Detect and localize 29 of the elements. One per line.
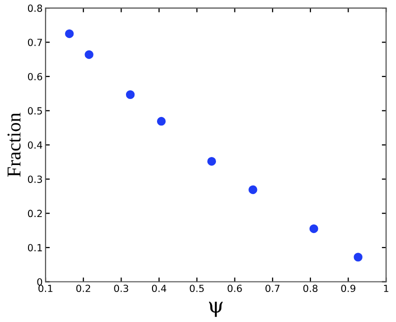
x-tick-label: 1 xyxy=(384,284,388,292)
y-tick-label: 0.4 xyxy=(28,141,42,149)
x-tick-label: 0.7 xyxy=(265,284,280,292)
x-tick-label: 0.4 xyxy=(152,284,166,292)
y-tick-label: 0.5 xyxy=(28,107,42,115)
point xyxy=(126,90,135,99)
point xyxy=(207,156,216,166)
y-tick-label: 0.2 xyxy=(28,210,42,218)
x-tick-label: 0.3 xyxy=(114,284,128,292)
y-tick-label: 0.6 xyxy=(28,72,42,80)
y-tick-label: 0.1 xyxy=(28,244,42,252)
x-tick-label: 0.1 xyxy=(38,284,52,292)
x-axis-title: ψ xyxy=(208,302,223,317)
y-tick-label: 0.8 xyxy=(28,4,42,12)
x-tick-label: 0.2 xyxy=(76,284,90,292)
y-tick-label: 0.7 xyxy=(28,38,42,46)
y-tick-label: 0 xyxy=(37,278,42,286)
point xyxy=(309,224,318,234)
point xyxy=(248,185,258,194)
x-tick-label: 0.9 xyxy=(341,284,356,292)
point xyxy=(65,29,74,38)
point xyxy=(84,50,94,59)
x-tick-label: 0.5 xyxy=(190,284,204,292)
y-axis-title: Fraction xyxy=(8,112,21,177)
y-tick-label: 0.3 xyxy=(28,176,42,183)
point xyxy=(354,252,362,262)
x-tick-label: 0.8 xyxy=(303,284,318,292)
x-tick-label: 0.6 xyxy=(228,284,242,292)
point xyxy=(156,116,166,126)
